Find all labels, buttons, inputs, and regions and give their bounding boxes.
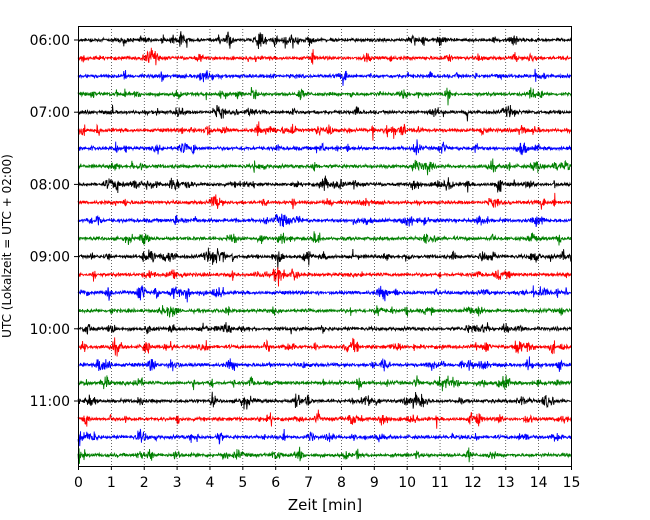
trace-1045: [77, 375, 572, 392]
trace-0630: [77, 68, 572, 86]
x-tick-label: 8: [337, 475, 346, 491]
x-tick-label: 12: [464, 475, 482, 491]
y-tick-label: 06:00: [30, 33, 70, 49]
trace-0815: [77, 192, 572, 210]
x-tick-label: 6: [271, 475, 280, 491]
y-tick-label: 11:00: [30, 394, 70, 410]
trace-1030: [77, 356, 572, 372]
y-axis-ticks: 06:00 07:00 08:00 09:00 10:00 11:00: [30, 33, 78, 410]
trace-0900: [77, 247, 572, 270]
x-axis-label: Zeit [min]: [288, 496, 362, 514]
trace-0600: [78, 31, 572, 49]
y-tick-label: 08:00: [30, 177, 70, 193]
trace-1100: [77, 391, 572, 410]
trace-0645: [77, 87, 572, 106]
trace-0845: [77, 231, 572, 246]
trace-0730: [77, 139, 572, 156]
trace-0745: [77, 158, 572, 176]
trace-1145: [77, 446, 572, 464]
trace-0930: [77, 285, 572, 303]
trace-1130: [77, 428, 572, 447]
x-tick-label: 13: [497, 475, 515, 491]
trace-1115: [77, 409, 572, 429]
x-tick-label: 5: [238, 475, 247, 491]
traces-layer: [77, 31, 572, 464]
x-tick-label: 14: [530, 475, 548, 491]
x-tick-label: 10: [398, 475, 416, 491]
trace-1000: [77, 322, 572, 335]
trace-0915: [77, 267, 572, 287]
x-tick-label: 4: [206, 475, 215, 491]
x-tick-label: 9: [370, 475, 379, 491]
y-axis-label: UTC (Lokalzeit = UTC + 02:00): [0, 154, 14, 338]
trace-1015: [77, 337, 572, 357]
x-tick-label: 0: [74, 475, 83, 491]
x-tick-label: 15: [563, 475, 581, 491]
x-axis-ticks: 0 1 2 3 4 5 6 7 8 9 10 11 12 13 14 15: [74, 466, 580, 491]
trace-0830: [77, 213, 572, 228]
x-tick-label: 1: [107, 475, 116, 491]
y-tick-label: 10:00: [30, 322, 70, 338]
trace-0715: [77, 121, 572, 141]
plot-frame: [78, 26, 572, 467]
x-tick-label: 3: [173, 475, 182, 491]
trace-0700: [77, 104, 572, 122]
trace-0800: [77, 175, 571, 194]
trace-0615: [77, 47, 572, 66]
x-tick-label: 2: [140, 475, 149, 491]
x-tick-label: 11: [431, 475, 449, 491]
y-tick-label: 07:00: [30, 105, 70, 121]
trace-0945: [77, 305, 572, 318]
x-tick-label: 7: [304, 475, 313, 491]
y-tick-label: 09:00: [30, 250, 70, 266]
grid-layer: [111, 26, 539, 466]
